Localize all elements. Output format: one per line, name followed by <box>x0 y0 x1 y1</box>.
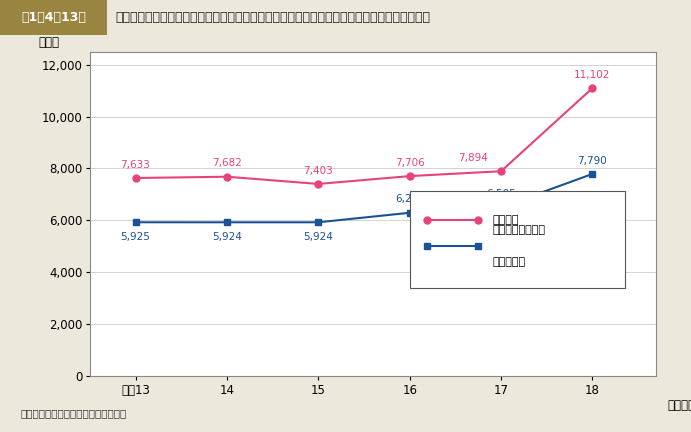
Text: 7,633: 7,633 <box>121 160 151 170</box>
Text: 7,790: 7,790 <box>578 156 607 165</box>
FancyBboxPatch shape <box>0 0 107 35</box>
Text: 7,894: 7,894 <box>458 153 489 163</box>
Text: 5,924: 5,924 <box>303 232 333 242</box>
Text: 11,102: 11,102 <box>574 70 611 80</box>
Text: （年度）: （年度） <box>668 398 691 412</box>
Text: 第1－4－13図: 第1－4－13図 <box>21 11 86 24</box>
Text: 6,291: 6,291 <box>395 194 425 204</box>
FancyBboxPatch shape <box>410 191 625 289</box>
Text: 7,706: 7,706 <box>395 158 424 168</box>
Text: 相談件数: 相談件数 <box>492 215 519 226</box>
Text: 6,505: 6,505 <box>486 189 516 199</box>
Text: 5,924: 5,924 <box>212 232 242 242</box>
Text: （備考）　厚生労働省資料より作成。: （備考） 厚生労働省資料より作成。 <box>21 409 127 419</box>
Text: 7,682: 7,682 <box>212 159 242 168</box>
Text: （件）: （件） <box>39 35 60 48</box>
Text: 都道府県労働局雇用均等室に寄せられた職場におけるセクシュアル・ハラスメントの相談件数: 都道府県労働局雇用均等室に寄せられた職場におけるセクシュアル・ハラスメントの相談… <box>115 11 430 24</box>
Text: の相談件数: の相談件数 <box>492 257 525 267</box>
Text: 女性労働者等から: 女性労働者等から <box>492 225 545 235</box>
Text: 7,403: 7,403 <box>303 165 333 176</box>
Text: 5,925: 5,925 <box>121 232 151 242</box>
